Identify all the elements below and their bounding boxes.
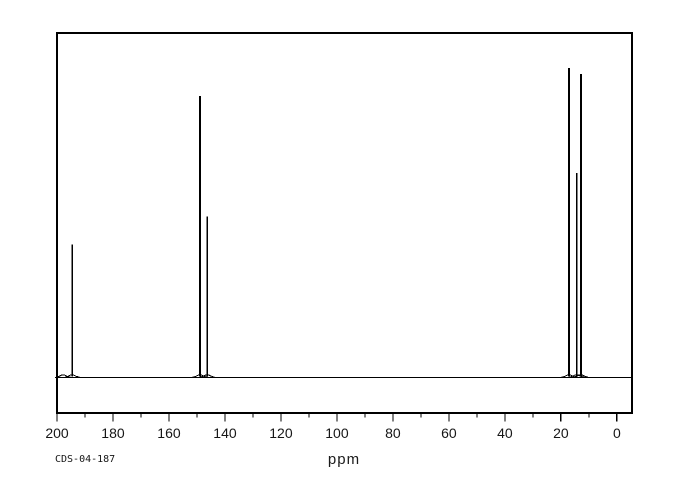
- x-tick-label: 160: [157, 425, 181, 441]
- x-tick-label: 140: [213, 425, 237, 441]
- x-tick-label: 80: [385, 425, 401, 441]
- x-tick-label: 60: [441, 425, 457, 441]
- plot-border: [56, 32, 633, 414]
- x-tick-label: 180: [101, 425, 125, 441]
- x-tick-label: 100: [325, 425, 349, 441]
- x-tick-label: 20: [553, 425, 569, 441]
- x-tick-label: 40: [497, 425, 513, 441]
- x-tick-label: 120: [269, 425, 293, 441]
- x-tick-label: 0: [613, 425, 621, 441]
- sample-id-label: CDS-04-187: [55, 454, 116, 465]
- x-tick-label: 200: [45, 425, 69, 441]
- x-axis-unit-label: ppm: [327, 451, 361, 468]
